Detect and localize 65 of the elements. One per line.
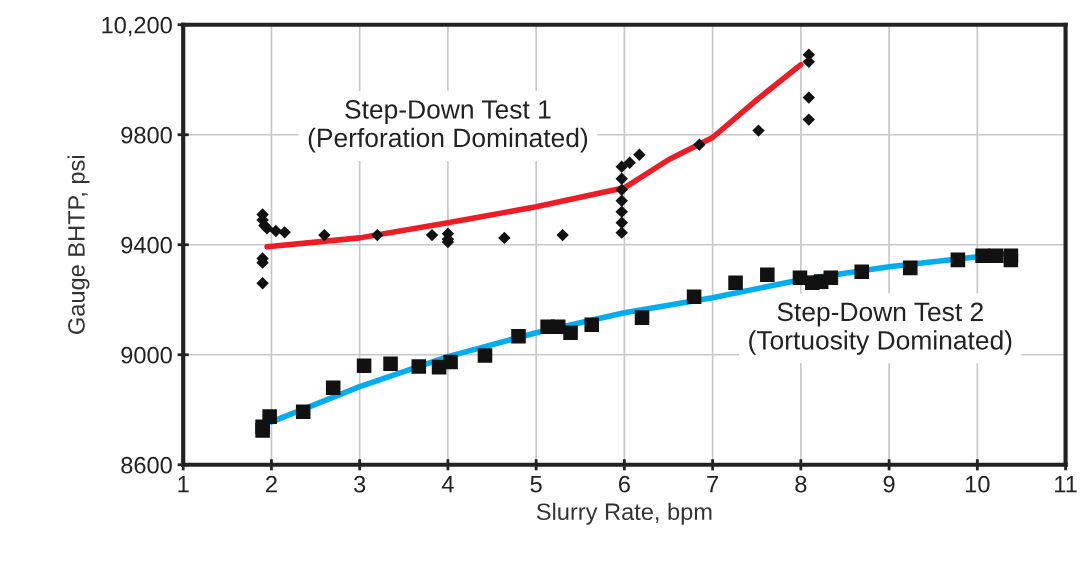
annotation: Step-Down Test 1 (Perforation Dominated)	[308, 100, 588, 153]
point	[623, 156, 636, 169]
point	[988, 248, 1004, 264]
x-tick-label: 7	[707, 476, 718, 493]
point	[318, 228, 331, 242]
y-tick-label: 10,200	[102, 16, 172, 37]
point	[477, 348, 493, 363]
point	[792, 270, 808, 286]
point	[693, 138, 706, 151]
point	[278, 226, 291, 239]
point	[498, 231, 511, 245]
point	[411, 359, 427, 374]
point	[615, 205, 628, 218]
point	[975, 248, 990, 264]
x-tick-label: 1	[178, 476, 189, 493]
point	[752, 124, 765, 137]
point	[325, 380, 341, 396]
point	[563, 325, 578, 341]
point	[615, 226, 628, 239]
point	[262, 409, 277, 424]
x-tick-label: 9	[883, 475, 895, 493]
x-tick-label: 6	[619, 475, 630, 493]
point	[728, 275, 743, 290]
point	[443, 354, 458, 370]
point	[950, 252, 966, 268]
x-tick-label: 3	[354, 475, 366, 493]
x-tick-label: 5	[530, 476, 542, 493]
annotation: Step-Down Test 2 (Tortuosity Dominated)	[749, 302, 1012, 355]
point	[615, 194, 628, 207]
point	[425, 228, 439, 242]
point	[511, 329, 526, 344]
point	[1003, 252, 1019, 268]
point	[615, 216, 628, 229]
y-tick-label: 9400	[121, 236, 172, 254]
point	[615, 183, 628, 196]
point	[295, 404, 311, 419]
point	[823, 270, 839, 286]
point	[802, 113, 816, 126]
x-tick-label: 4	[441, 476, 454, 493]
point	[854, 264, 870, 279]
point	[256, 277, 269, 290]
x-tick-label: 8	[795, 475, 807, 493]
x-axis-title: Slurry Rate, bpm	[536, 502, 712, 525]
point	[584, 317, 600, 333]
point	[760, 267, 775, 283]
point	[633, 148, 646, 162]
point	[802, 91, 816, 104]
point	[556, 228, 569, 242]
point	[634, 310, 650, 325]
point	[383, 356, 398, 372]
x-tick-label: 11	[1055, 476, 1077, 493]
x-tick-label: 2	[266, 475, 277, 493]
y-tick-label: 8600	[121, 456, 172, 474]
point	[371, 228, 384, 242]
point	[255, 423, 270, 438]
point	[615, 172, 628, 185]
y-tick-label: 9800	[121, 126, 172, 144]
x-tick-label: 10	[966, 475, 990, 493]
y-axis-title: Gauge BHTP, psi	[67, 155, 90, 334]
point	[902, 260, 918, 276]
point	[686, 289, 702, 305]
point	[615, 160, 628, 173]
y-tick-label: 9000	[121, 346, 172, 364]
point	[356, 358, 372, 374]
point	[269, 224, 283, 238]
